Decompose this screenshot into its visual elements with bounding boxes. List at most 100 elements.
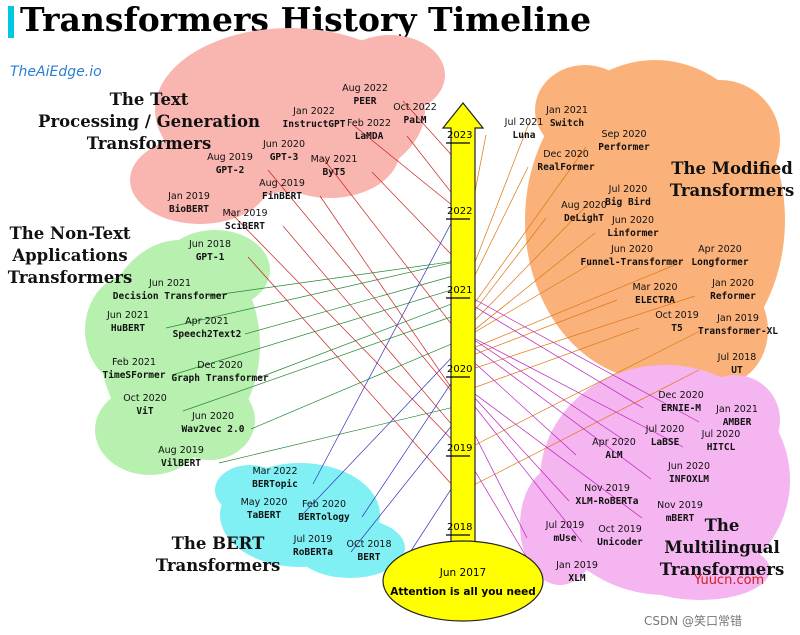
model-date: May 2020 [241, 497, 288, 508]
model-node: Mar 2022 BERTopic [252, 466, 298, 490]
model-name: Wav2vec 2.0 [182, 424, 245, 435]
model-node: May 2020 TaBERT [241, 497, 288, 521]
model-node: Dec 2020 ERNIE-M [658, 390, 704, 414]
title-accent-bar [8, 6, 14, 38]
model-node: OCt 2018 BERT [346, 539, 391, 563]
connector-nontext [207, 259, 464, 297]
model-node: Jun 2020 Linformer [607, 215, 659, 239]
model-date: Oct 2020 [123, 393, 167, 404]
model-date: Jul 2019 [545, 520, 585, 531]
model-date: Aug 2020 [561, 200, 607, 211]
model-name: Performer [598, 142, 650, 153]
connector-text [282, 225, 464, 439]
model-node: Jul 2020 Big Bird [605, 184, 651, 208]
model-node: Oct 2022 PaLM [393, 102, 437, 126]
model-name: PEER [354, 96, 377, 107]
model-node: Feb 2020 BERTology [298, 499, 350, 523]
model-name: GPT-1 [196, 252, 225, 263]
connector-multilingual [462, 338, 652, 480]
connector-bert [312, 200, 464, 485]
group-title-line: Applications [11, 246, 127, 265]
model-name: LaBSE [651, 437, 680, 448]
model-node: Jun 2020 GPT-3 [262, 139, 305, 163]
model-node: Oct 2019 T5 [655, 310, 699, 334]
connector-modified [462, 295, 696, 373]
connector-modified [462, 330, 701, 452]
model-date: Jan 2021 [545, 105, 588, 116]
model-date: Jan 2019 [167, 191, 210, 202]
group-title-line: The Text [110, 90, 189, 109]
connector-text [319, 195, 464, 406]
model-date: Oct 2022 [393, 102, 437, 113]
origin-node: Jun 2017 Attention is all you need [382, 540, 544, 622]
cloud-text [130, 28, 445, 224]
model-date: Apr 2020 [698, 244, 742, 255]
year-label: 2020 [447, 364, 472, 375]
model-name: Speech2Text2 [173, 329, 242, 340]
model-date: May 2021 [311, 154, 358, 165]
site-watermark: Yuucn.com [693, 573, 764, 588]
model-name: Transformer-XL [698, 326, 778, 337]
group-title-line: Transformers [670, 181, 794, 200]
model-node: Aug 2019 VilBERT [158, 445, 204, 469]
model-name: TimeSFormer [103, 370, 166, 381]
model-node: Feb 2021 TimeSFormer [103, 357, 166, 381]
model-name: Unicoder [597, 537, 643, 548]
model-date: Feb 2021 [112, 357, 156, 368]
model-date: Mar 2020 [632, 282, 677, 293]
connector-nontext [244, 272, 464, 335]
model-node: Sep 2020 Performer [598, 129, 650, 153]
connector-modified [462, 299, 618, 360]
connector-bert [350, 411, 464, 553]
model-node: Jan 2019 BioBERT [167, 191, 210, 215]
model-name: VilBERT [161, 458, 201, 469]
year-label: 2021 [447, 285, 472, 296]
model-date: Jun 2021 [106, 310, 149, 321]
group-title-line: Multilingual [664, 538, 779, 557]
model-date: Dec 2020 [658, 390, 704, 401]
model-node: Oct 2020 ViT [123, 393, 167, 417]
model-date: Aug 2019 [259, 178, 305, 189]
model-name: BioBERT [169, 204, 209, 215]
connector-text [247, 256, 464, 498]
connector-nontext [218, 404, 464, 464]
model-date: Apr 2020 [592, 437, 636, 448]
model-node: Nov 2019 XLM-RoBERTa [576, 483, 639, 507]
model-node: Aug 2020 DeLighT [561, 200, 607, 224]
timeline-arrow [441, 102, 485, 549]
model-date: Jun 2020 [262, 139, 305, 150]
model-name: LaMDA [355, 131, 384, 142]
model-node: Oct 2019 Unicoder [597, 524, 643, 548]
group-title-line: Transformers [87, 134, 211, 153]
model-date: Aug 2022 [342, 83, 388, 94]
model-node: Aug 2019 GPT-2 [207, 152, 253, 176]
connector-modified [462, 261, 683, 353]
model-date: Oct 2019 [598, 524, 642, 535]
group-title-line: The Non-Text [9, 224, 130, 243]
model-name: BERT [358, 552, 381, 563]
connector-multilingual [462, 384, 570, 502]
model-node: Jan 2021 AMBER [715, 404, 758, 428]
group-title-text: The Text Processing / Generation Transform… [38, 90, 260, 153]
model-date: Jun 2018 [188, 239, 231, 250]
connector-text [321, 156, 464, 340]
model-date: Jul 2018 [717, 352, 757, 363]
model-name: Switch [550, 118, 584, 129]
model-date: Dec 2020 [197, 360, 243, 371]
model-node: Jul 2019 RoBERTa [293, 534, 334, 558]
model-node: Jan 2021 Switch [545, 105, 588, 129]
model-name: RoBERTa [293, 547, 333, 558]
model-date: Jul 2019 [293, 534, 333, 545]
model-name: GPT-2 [216, 165, 245, 176]
connector-text [351, 123, 464, 215]
connector-nontext [182, 312, 464, 412]
model-date: Jan 2021 [715, 404, 758, 415]
model-date: Jan 2019 [716, 313, 759, 324]
model-name: InstructGPT [283, 119, 346, 130]
model-name: mBERT [666, 513, 695, 524]
model-date: Jul 2020 [608, 184, 648, 195]
model-name: Luna [513, 130, 536, 141]
connector-multilingual [462, 351, 577, 456]
model-node: Jan 2019 Transformer-XL [698, 313, 778, 337]
model-node: Dec 2020 Graph Transformer [171, 360, 269, 384]
